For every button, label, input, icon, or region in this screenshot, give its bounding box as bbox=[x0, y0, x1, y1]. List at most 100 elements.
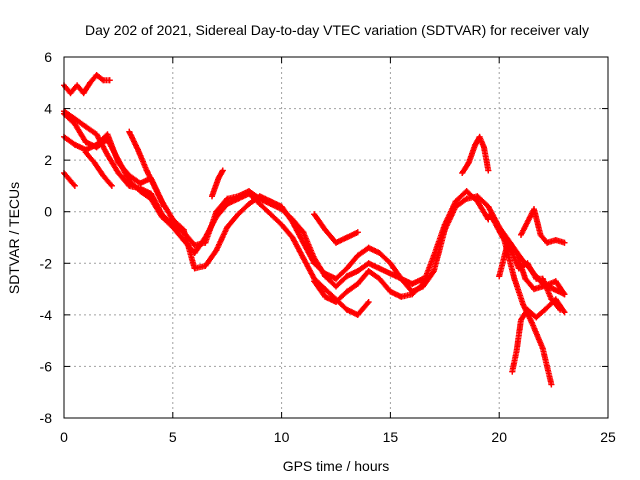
x-axis-label: GPS time / hours bbox=[283, 458, 390, 474]
data-point bbox=[137, 188, 144, 195]
data-point bbox=[387, 288, 394, 295]
data-point bbox=[541, 306, 548, 313]
data-point bbox=[524, 219, 531, 225]
data-point bbox=[108, 182, 115, 189]
data-point bbox=[104, 131, 111, 138]
data-point bbox=[354, 311, 361, 318]
data-point bbox=[169, 216, 176, 223]
data-point bbox=[409, 280, 416, 287]
data-point bbox=[126, 128, 133, 135]
data-point bbox=[452, 198, 459, 205]
data-point bbox=[202, 234, 209, 241]
data-point bbox=[104, 152, 111, 158]
data-point bbox=[71, 182, 78, 189]
data-point bbox=[376, 265, 383, 272]
y-axis-label: SDTVAR / TECUs bbox=[6, 182, 22, 294]
data-point bbox=[354, 229, 361, 236]
data-point bbox=[267, 211, 274, 218]
data-point bbox=[333, 239, 339, 246]
data-point bbox=[224, 195, 231, 202]
data-point bbox=[67, 177, 74, 184]
data-point bbox=[552, 278, 559, 285]
data-point bbox=[509, 368, 516, 375]
data-point bbox=[191, 242, 198, 249]
data-point bbox=[311, 278, 318, 285]
series-marker-trail bbox=[459, 133, 492, 176]
data-point bbox=[333, 299, 339, 305]
data-point bbox=[93, 72, 100, 78]
data-point bbox=[513, 250, 520, 256]
data-point bbox=[531, 206, 537, 213]
data-point bbox=[533, 314, 540, 321]
data-point bbox=[354, 268, 361, 274]
data-point bbox=[235, 211, 242, 218]
data-point bbox=[561, 239, 568, 246]
data-point bbox=[126, 177, 133, 184]
data-point bbox=[365, 244, 372, 251]
data-point bbox=[513, 348, 520, 354]
data-point bbox=[474, 198, 481, 205]
series-track-16 bbox=[496, 239, 568, 298]
data-point bbox=[504, 239, 511, 246]
grid-lines bbox=[64, 57, 608, 418]
data-point bbox=[161, 203, 168, 210]
data-point bbox=[135, 146, 141, 153]
x-tick-label: 5 bbox=[169, 429, 177, 445]
data-point bbox=[520, 301, 527, 308]
data-point bbox=[472, 141, 479, 148]
data-point bbox=[169, 224, 176, 231]
data-point bbox=[485, 167, 492, 174]
data-point bbox=[74, 82, 81, 89]
data-point bbox=[552, 296, 559, 303]
series-track-10 bbox=[311, 188, 492, 305]
data-point bbox=[278, 203, 285, 210]
data-point bbox=[387, 270, 394, 277]
data-point bbox=[93, 131, 100, 138]
data-point bbox=[539, 275, 546, 282]
plot-frame bbox=[63, 56, 609, 419]
data-point bbox=[430, 268, 437, 274]
series-track-6 bbox=[82, 149, 115, 189]
data-point bbox=[100, 77, 107, 84]
series-track-14 bbox=[509, 296, 568, 375]
data-point bbox=[485, 216, 492, 223]
data-point bbox=[354, 280, 361, 287]
data-point bbox=[235, 195, 242, 202]
data-point bbox=[333, 283, 339, 290]
series-track-1 bbox=[61, 72, 113, 97]
data-point bbox=[524, 306, 531, 313]
x-tick-label: 25 bbox=[600, 429, 616, 445]
axis-ticks: 0 5 10 15 20 25 -8 -6 -4 -2 0 2 4 6 bbox=[40, 49, 616, 445]
data-point bbox=[518, 231, 524, 238]
series-track-8 bbox=[209, 167, 226, 200]
data-point bbox=[87, 79, 94, 86]
data-point bbox=[459, 170, 466, 176]
data-point bbox=[213, 247, 220, 254]
series-track-15 bbox=[518, 206, 568, 246]
data-point bbox=[343, 273, 350, 280]
y-tick-label: -8 bbox=[40, 410, 53, 426]
data-point bbox=[511, 275, 518, 282]
data-point bbox=[485, 203, 492, 210]
data-point bbox=[550, 286, 557, 293]
chart-title: Day 202 of 2021, Sidereal Day-to-day VTE… bbox=[85, 22, 589, 38]
series-track-11 bbox=[459, 133, 492, 176]
y-tick-label: -6 bbox=[40, 358, 53, 374]
data-point bbox=[476, 133, 483, 140]
data-point bbox=[343, 265, 350, 272]
data-point bbox=[365, 299, 372, 305]
data-point bbox=[343, 288, 350, 295]
data-point bbox=[148, 195, 154, 202]
data-point bbox=[300, 229, 307, 236]
data-point bbox=[465, 159, 472, 166]
x-tick-label: 10 bbox=[274, 429, 290, 445]
data-point bbox=[463, 195, 470, 202]
y-tick-label: -2 bbox=[40, 255, 53, 271]
data-point bbox=[409, 291, 416, 298]
data-point bbox=[533, 275, 540, 282]
data-point bbox=[148, 190, 154, 197]
data-point bbox=[311, 211, 318, 218]
data-point bbox=[544, 239, 551, 246]
data-point bbox=[80, 90, 87, 97]
